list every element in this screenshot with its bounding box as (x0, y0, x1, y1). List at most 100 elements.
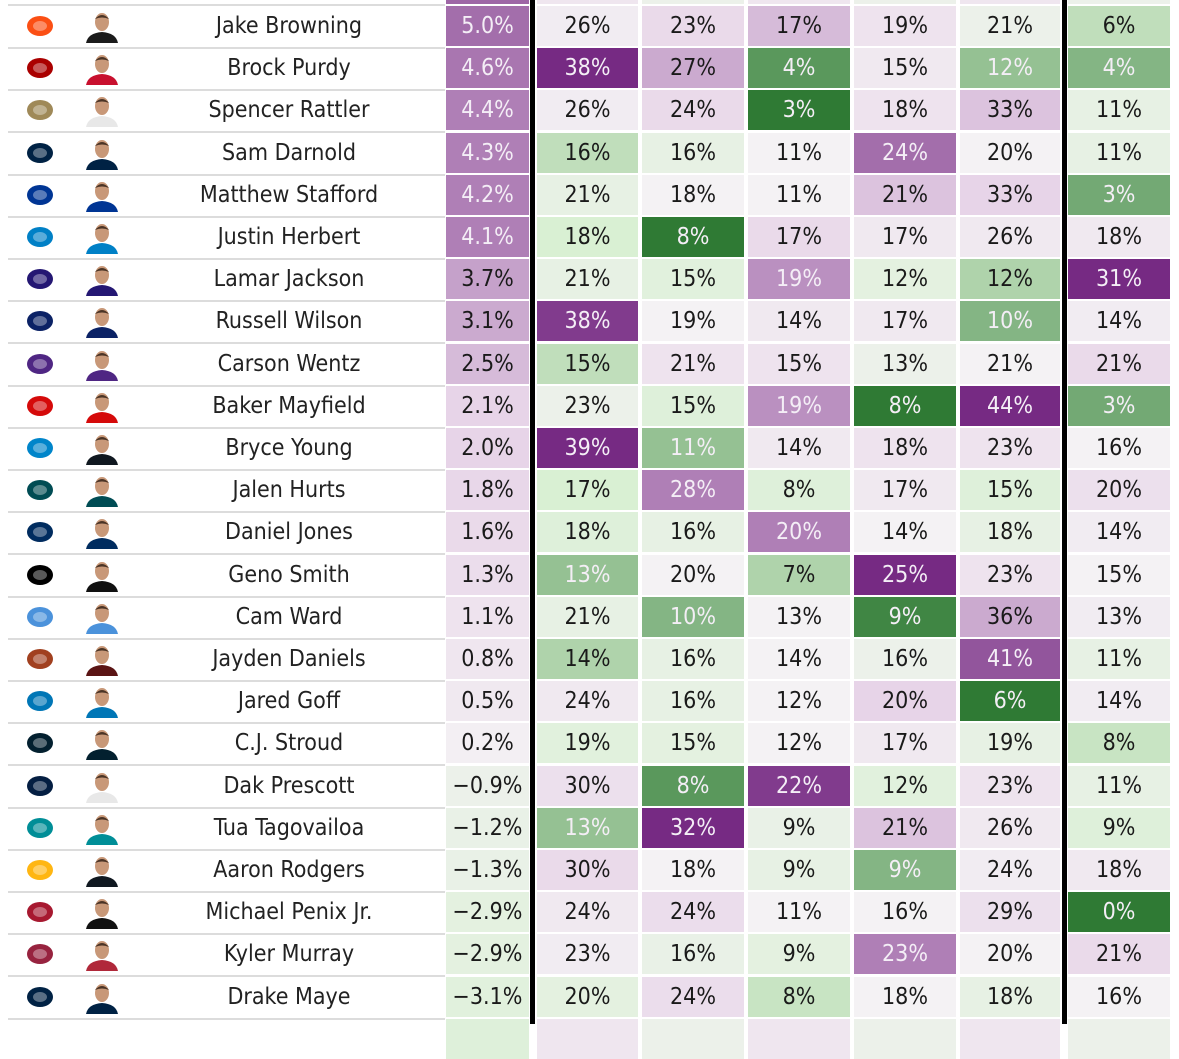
row-separator (8, 131, 445, 134)
table-row[interactable]: Russell Wilson 3.1% 38% 19% 14% 17% 10% 14% (0, 300, 1179, 345)
row-separator (8, 764, 445, 767)
pct-cell: 4.2% (446, 174, 529, 215)
row-separator (8, 384, 445, 387)
partial-cell (537, 0, 638, 4)
table-row[interactable]: Lamar Jackson 3.7% 21% 15% 19% 12% 12% 31% (0, 258, 1179, 303)
table-row[interactable]: Jared Goff 0.5% 24% 16% 12% 20% 6% 14% (0, 680, 1179, 725)
value-cell: 24% (960, 850, 1060, 890)
table-row[interactable]: Daniel Jones 1.6% 18% 16% 20% 14% 18% 14% (0, 511, 1179, 556)
pct-cell: 1.8% (446, 470, 529, 511)
value-cell: 0% (1068, 892, 1170, 933)
value-cell: 11% (1068, 90, 1170, 131)
player-name[interactable]: Daniel Jones (225, 519, 353, 546)
table-row[interactable]: Jalen Hurts 1.8% 17% 28% 8% 17% 15% 20% (0, 469, 1179, 514)
value-cell: 12% (748, 723, 850, 764)
raiders-logo-icon (26, 562, 54, 588)
table-row[interactable]: Matthew Stafford 4.2% 21% 18% 11% 21% 33% 3% (0, 174, 1179, 218)
player-name[interactable]: Cam Ward (235, 603, 343, 630)
value-cell: 23% (537, 385, 638, 426)
player-name[interactable]: Jake Browning (215, 13, 363, 39)
value-cell: 19% (537, 723, 638, 764)
value-cell: 24% (537, 681, 638, 722)
buccaneers-logo-icon (26, 393, 54, 419)
value-cell: 15% (854, 48, 956, 89)
player-name[interactable]: Kyler Murray (223, 941, 355, 968)
table-row[interactable]: Bryce Young 2.0% 39% 11% 14% 18% 23% 16% (0, 427, 1179, 471)
value-cell: 16% (854, 892, 956, 933)
table-row[interactable]: Jake Browning 5.0% 26% 23% 17% 19% 21% 6% (0, 5, 1179, 49)
pct-cell: −2.9% (446, 892, 529, 933)
player-name[interactable]: Matthew Stafford (199, 181, 379, 208)
table-row[interactable]: Geno Smith 1.3% 13% 20% 7% 25% 23% 15% (0, 554, 1179, 598)
value-cell: 17% (748, 217, 850, 257)
player-name[interactable]: Bryce Young (225, 435, 353, 461)
player-name[interactable]: Dak Prescott (223, 772, 355, 799)
pct-cell: 1.1% (446, 596, 529, 637)
value-cell: 27% (642, 48, 744, 89)
partial-cell (446, 0, 529, 4)
value-cell: 26% (960, 807, 1060, 848)
player-name[interactable]: Lamar Jackson (213, 266, 365, 293)
table-row[interactable]: Sam Darnold 4.3% 16% 16% 11% 24% 20% 11% (0, 132, 1179, 176)
value-cell: 3% (748, 90, 850, 131)
table-row[interactable]: Justin Herbert 4.1% 18% 8% 17% 17% 26% 18% (0, 216, 1179, 260)
player-name[interactable]: Geno Smith (228, 561, 350, 588)
table-row[interactable]: Baker Mayfield 2.1% 23% 15% 19% 8% 44% 3% (0, 385, 1179, 429)
player-headshot (84, 728, 120, 761)
player-name[interactable]: Baker Mayfield (212, 392, 366, 419)
value-cell: 21% (1068, 934, 1170, 975)
table-row[interactable]: Kyler Murray −2.9% 23% 16% 9% 23% 20% 21% (0, 933, 1179, 978)
value-cell: 11% (1068, 765, 1170, 806)
player-name[interactable]: C.J. Stroud (234, 730, 344, 757)
player-name[interactable]: Russell Wilson (215, 308, 363, 335)
player-name[interactable]: Aaron Rodgers (213, 857, 365, 883)
value-cell: 16% (642, 934, 744, 975)
table-row[interactable]: C.J. Stroud 0.2% 19% 15% 12% 17% 19% 8% (0, 722, 1179, 767)
value-cell: 10% (960, 301, 1060, 342)
player-name[interactable]: Jayden Daniels (212, 646, 366, 672)
player-name[interactable]: Jared Goff (237, 688, 341, 715)
player-headshot (84, 560, 120, 592)
value-cell: 11% (748, 892, 850, 933)
player-name[interactable]: Michael Penix Jr. (205, 899, 373, 926)
table-row[interactable]: Drake Maye −3.1% 20% 24% 8% 18% 18% 16% (0, 976, 1179, 1020)
value-cell: 12% (960, 259, 1060, 300)
table-row[interactable]: Cam Ward 1.1% 21% 10% 13% 9% 36% 13% (0, 596, 1179, 640)
player-headshot (84, 475, 120, 508)
table-row[interactable]: Michael Penix Jr. −2.9% 24% 24% 11% 16% 29% 0% (0, 891, 1179, 936)
table-row[interactable]: Spencer Rattler 4.4% 26% 24% 3% 18% 33% 11% (0, 89, 1179, 134)
dolphins-logo-icon (26, 815, 54, 841)
player-name[interactable]: Tua Tagovailoa (213, 814, 365, 841)
player-name[interactable]: Justin Herbert (217, 224, 361, 250)
table-row[interactable]: Dak Prescott −0.9% 30% 8% 22% 12% 23% 11% (0, 765, 1179, 809)
player-name[interactable]: Sam Darnold (222, 139, 356, 166)
vikings-logo-icon (26, 351, 54, 377)
partial-cell (854, 0, 956, 4)
value-cell: 12% (960, 48, 1060, 89)
row-separator (8, 553, 445, 556)
player-name[interactable]: Spencer Rattler (208, 97, 370, 124)
value-cell: 12% (748, 681, 850, 722)
pct-cell: 1.3% (446, 554, 529, 595)
value-cell: 19% (748, 259, 850, 300)
value-cell: 16% (1068, 428, 1170, 468)
value-cell: 23% (537, 934, 638, 975)
table-row[interactable]: Aaron Rodgers −1.3% 30% 18% 9% 9% 24% 18% (0, 849, 1179, 893)
table-row[interactable]: Tua Tagovailoa −1.2% 13% 32% 9% 21% 26% 9% (0, 807, 1179, 851)
pct-cell: −3.1% (446, 976, 529, 1017)
rams-logo-icon (26, 182, 54, 208)
value-cell: 44% (960, 385, 1060, 426)
value-cell: 17% (854, 217, 956, 257)
table-row[interactable]: Jayden Daniels 0.8% 14% 16% 14% 16% 41% 11% (0, 638, 1179, 682)
pct-cell: 5.0% (446, 6, 529, 46)
table-row[interactable]: Brock Purdy 4.6% 38% 27% 4% 15% 12% 4% (0, 47, 1179, 92)
player-name[interactable]: Jalen Hurts (232, 477, 346, 504)
player-headshot (84, 982, 120, 1014)
table-row[interactable]: Carson Wentz 2.5% 15% 21% 15% 13% 21% 21% (0, 343, 1179, 387)
value-cell: 8% (642, 217, 744, 257)
value-cell: 8% (748, 470, 850, 511)
player-name[interactable]: Drake Maye (227, 983, 351, 1010)
value-cell: 19% (960, 723, 1060, 764)
player-name[interactable]: Carson Wentz (217, 350, 361, 377)
player-name[interactable]: Brock Purdy (227, 55, 351, 82)
